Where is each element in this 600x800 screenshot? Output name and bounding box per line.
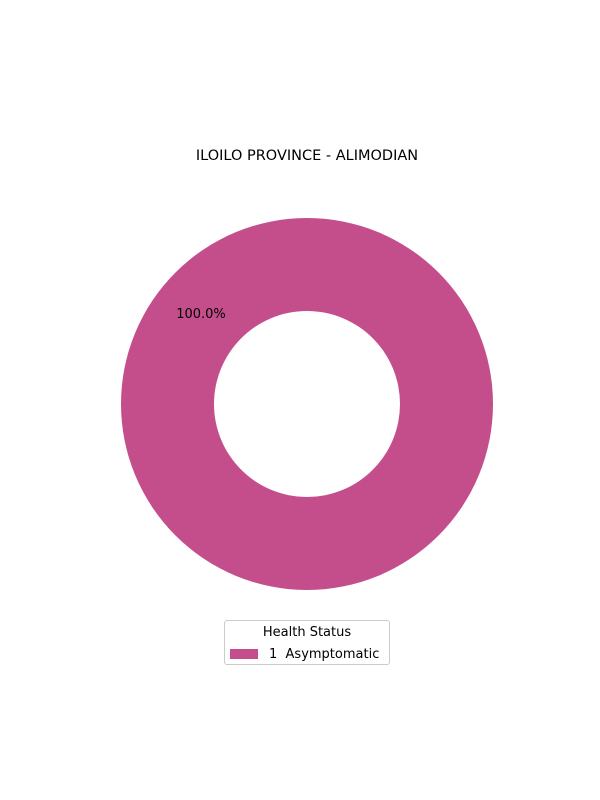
legend-title: Health Status (262, 625, 352, 640)
legend-entry: 1 Asymptomatic (230, 646, 380, 662)
legend-label: 1 Asymptomatic (269, 646, 380, 662)
slice-pct-label: 100.0% (176, 307, 226, 322)
legend-swatch (230, 649, 258, 659)
legend: Health Status 1 Asymptomatic (224, 620, 390, 665)
chart-title: ILOILO PROVINCE - ALIMODIAN (195, 148, 419, 164)
pie-slice (121, 218, 493, 590)
